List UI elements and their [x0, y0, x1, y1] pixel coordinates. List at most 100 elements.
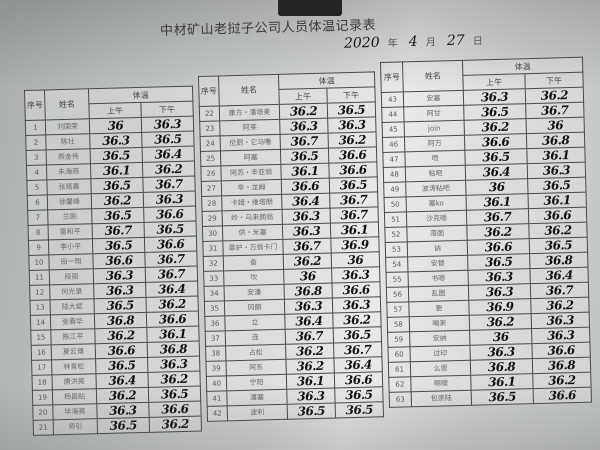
date-month: 4	[408, 33, 418, 51]
row-am-temp: 36.6	[92, 252, 146, 269]
row-name: 粘吧	[405, 165, 466, 182]
row-pm-temp: 36.4	[529, 267, 589, 284]
row-am-temp: 36.3	[469, 343, 533, 361]
row-no: 9	[28, 239, 49, 256]
row-name: 阿东	[225, 359, 287, 376]
row-name: 么恩	[410, 360, 471, 377]
row-no: 44	[381, 106, 405, 123]
row-no: 12	[29, 284, 51, 301]
header-pm: 下午	[326, 86, 376, 104]
row-name: 阿塞	[220, 149, 281, 166]
row-name: 波涛粘吧	[405, 180, 467, 197]
row-pm-temp: 36.6	[531, 342, 591, 359]
row-name: 安替	[407, 255, 468, 272]
row-pm-temp: 36.7	[142, 176, 196, 193]
row-no: 34	[204, 285, 225, 302]
row-pm-temp: 36.2	[145, 296, 199, 313]
row-name: 夏云博	[51, 343, 96, 360]
row-pm-temp: 36.7	[329, 191, 378, 209]
row-name: 杨昌贴	[52, 388, 97, 405]
row-name: join	[404, 120, 465, 137]
row-pm-temp: 36.2	[147, 370, 201, 388]
row-name: 奋	[223, 254, 284, 271]
table-row: 42 波利 36.5 36.5	[207, 401, 384, 422]
row-no: 58	[387, 316, 410, 333]
header-no: 序号	[24, 89, 46, 121]
row-pm-temp: 36.5	[141, 131, 195, 148]
row-name: 安塞	[403, 90, 464, 107]
row-no: 55	[386, 271, 409, 288]
row-pm-temp: 36.3	[531, 327, 590, 344]
row-name: 何光录	[49, 283, 94, 300]
row-pm-temp: 36.7	[330, 206, 379, 224]
row-pm-temp: 36.4	[142, 146, 195, 163]
row-pm-temp: 36.6	[146, 311, 199, 328]
row-pm-temp: 36.8	[147, 341, 200, 358]
row-name: 阿莱	[219, 119, 281, 136]
row-am-temp: 36.3	[284, 298, 333, 315]
row-pm-temp: 36.6	[144, 236, 197, 253]
row-no: 47	[382, 151, 406, 168]
row-pm-temp: 36.3	[527, 162, 586, 179]
row-name: 塞ko	[406, 195, 467, 212]
row-name: 雷和平	[48, 223, 93, 240]
row-name: 林青松	[51, 358, 96, 375]
row-name: 燕金伟	[46, 148, 91, 165]
row-am-temp: 36.3	[282, 208, 331, 225]
row-pm-temp: 36.5	[333, 326, 382, 344]
row-no: 27	[201, 180, 222, 197]
row-name: 供・米塞	[222, 224, 283, 241]
row-no: 20	[32, 404, 54, 421]
row-am-temp: 36.2	[469, 313, 532, 331]
row-name: 李小平	[48, 238, 93, 255]
row-pm-temp: 36.6	[143, 206, 196, 223]
row-pm-temp: 36.5	[334, 386, 384, 404]
row-pm-temp: 36.5	[329, 176, 378, 194]
row-no: 33	[203, 270, 225, 287]
row-pm-temp: 36.1	[526, 147, 586, 164]
row-no: 19	[32, 389, 53, 406]
row-am-temp: 36.5	[463, 103, 527, 121]
row-name: 占松	[225, 344, 286, 361]
binder-clip	[278, 0, 342, 16]
row-pm-temp: 36.4	[145, 281, 198, 298]
row-am-temp: 36.8	[94, 312, 147, 329]
row-am-temp: 36.2	[279, 103, 328, 120]
table-row: 21 师引 36.5 36.2	[33, 415, 202, 436]
date-day: 27	[446, 32, 465, 50]
row-name: 阿万	[404, 135, 465, 152]
row-name: 安潘	[224, 284, 285, 301]
row-pm-temp: 36.5	[529, 237, 588, 254]
header-am: 上午	[462, 73, 526, 91]
date-month-label: 月	[425, 37, 436, 49]
row-pm-temp: 36.8	[526, 132, 585, 149]
row-no: 16	[31, 344, 52, 361]
row-pm-temp: 36.5	[144, 221, 197, 238]
row-pm-temp: 36.2	[528, 222, 588, 239]
row-am-temp: 36	[89, 117, 142, 134]
row-am-temp: 36.1	[466, 193, 529, 211]
row-am-temp: 36.8	[470, 358, 533, 376]
row-pm-temp: 36.6	[148, 400, 202, 418]
row-no: 21	[33, 419, 54, 436]
header-pm: 下午	[524, 72, 584, 89]
row-no: 61	[388, 361, 411, 378]
row-name: 辛・龙姆	[221, 179, 282, 196]
row-am-temp: 36.3	[286, 388, 336, 405]
row-pm-temp: 36.2	[532, 372, 592, 389]
row-no: 14	[30, 314, 51, 331]
row-no: 26	[200, 165, 222, 182]
row-no: 51	[384, 211, 407, 228]
row-am-temp: 36.1	[470, 373, 534, 391]
row-name: 坎	[223, 269, 284, 286]
row-am-temp: 36.3	[93, 267, 146, 284]
row-pm-temp: 36.2	[142, 161, 195, 178]
row-am-temp: 36.5	[95, 357, 148, 374]
header-am: 上午	[88, 102, 142, 119]
row-name: 包崇陆	[411, 390, 472, 407]
row-name: 张春华	[50, 313, 95, 330]
row-name: 兰刚	[47, 208, 93, 225]
row-name: 更	[408, 300, 470, 317]
header-am: 上午	[278, 88, 328, 105]
row-pm-temp: 36.2	[328, 131, 377, 149]
